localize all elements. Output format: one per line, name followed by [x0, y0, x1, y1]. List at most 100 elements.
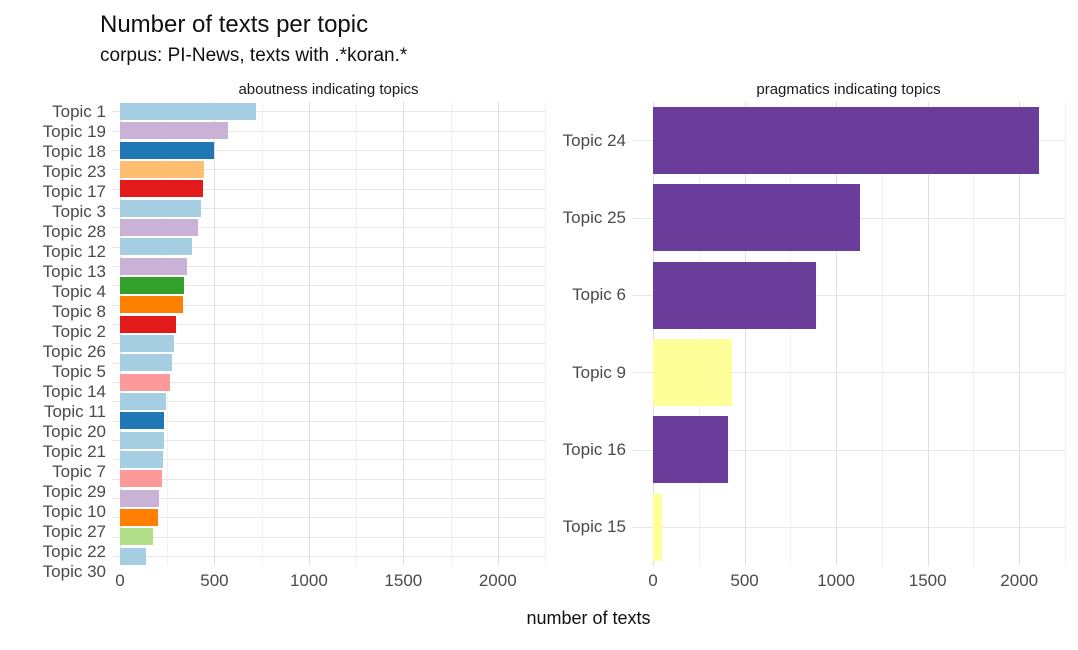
bar-row — [120, 411, 545, 430]
h-gridline — [112, 362, 545, 364]
h-gridline — [112, 304, 545, 306]
x-tick-label: 1000 — [289, 571, 328, 590]
bar-row — [120, 489, 545, 508]
h-gridline — [112, 265, 545, 267]
h-gridline — [112, 343, 545, 345]
h-gridline — [112, 401, 545, 403]
bar — [653, 416, 729, 484]
h-gridline — [632, 449, 1065, 451]
v-gridline — [1065, 102, 1066, 566]
category-label: Topic 5 — [52, 362, 106, 381]
h-gridline — [112, 188, 545, 190]
v-gridline — [120, 102, 121, 566]
v-gridline — [1019, 102, 1021, 566]
h-gridline — [112, 227, 545, 229]
h-gridline — [112, 381, 545, 383]
v-gridline — [261, 102, 263, 566]
bar-row — [120, 353, 545, 372]
x-tick-label: 500 — [730, 571, 759, 590]
h-gridline — [112, 478, 545, 480]
bar-row — [120, 199, 545, 218]
v-gridline — [308, 102, 310, 566]
bar — [653, 261, 816, 329]
chart-area: aboutness indicating topics Topic 1 Topic… — [0, 76, 1078, 592]
bar-row — [120, 179, 545, 198]
v-gridline — [927, 102, 929, 566]
bar — [120, 103, 256, 121]
bar-row — [120, 276, 545, 295]
h-gridline — [112, 246, 545, 248]
category-label: Topic 2 — [52, 322, 106, 341]
bar — [120, 141, 214, 159]
facet-pragmatics: pragmatics indicating topics Topic 24 Top… — [545, 76, 1066, 592]
h-gridline — [112, 536, 545, 538]
v-gridline — [790, 102, 792, 566]
facet-aboutness: aboutness indicating topics Topic 1 Topic… — [14, 76, 546, 592]
h-gridline — [112, 323, 545, 325]
bar-row — [120, 508, 545, 527]
plot-title: Number of texts per topic — [100, 11, 369, 38]
category-label: Topic 11 — [43, 402, 106, 421]
v-gridline — [881, 102, 883, 566]
bar-row — [120, 334, 545, 353]
v-gridline — [403, 102, 405, 566]
bar-row — [120, 102, 545, 121]
bar — [120, 315, 176, 333]
category-label: Topic 25 — [562, 207, 626, 227]
bar — [120, 528, 154, 546]
category-label: Topic 27 — [42, 522, 106, 541]
y-axis-labels: Topic 24 Topic 25 Topic 6 Topic 9 Topic 16 To… — [545, 102, 632, 566]
bar-row — [120, 237, 545, 256]
category-label: Topic 28 — [42, 222, 106, 241]
bar-row — [120, 141, 545, 160]
h-gridline — [112, 149, 545, 151]
bar — [120, 451, 164, 469]
bar — [653, 493, 663, 561]
bar-row — [120, 160, 545, 179]
category-label: Topic 7 — [52, 462, 106, 481]
x-tick-label: 1500 — [384, 571, 423, 590]
bar-row — [120, 431, 545, 450]
v-gridline — [744, 102, 746, 566]
v-gridline — [545, 102, 546, 566]
v-gridline — [973, 102, 975, 566]
h-gridline — [112, 497, 545, 499]
bar — [120, 470, 162, 488]
category-label: Topic 22 — [42, 542, 106, 561]
category-label: Topic 29 — [42, 482, 106, 501]
bar-row — [120, 527, 545, 546]
bar-row — [120, 469, 545, 488]
category-label: Topic 30 — [42, 562, 106, 581]
v-gridline — [836, 102, 838, 566]
category-label: Topic 16 — [562, 439, 626, 459]
bar — [120, 180, 204, 198]
category-label: Topic 1 — [52, 102, 106, 121]
category-label: Topic 23 — [42, 162, 106, 181]
bar — [653, 339, 732, 407]
category-label: Topic 12 — [42, 242, 106, 261]
category-label: Topic 10 — [42, 502, 106, 521]
h-gridline — [112, 111, 545, 113]
plot-subtitle: corpus: PI-News, texts with .*koran.* — [100, 45, 408, 66]
horizontal-gridlines — [112, 102, 545, 566]
v-gridline — [497, 102, 499, 566]
bar — [120, 354, 172, 372]
category-label: Topic 24 — [562, 130, 626, 150]
bar — [120, 296, 184, 314]
bar — [120, 335, 174, 353]
y-axis-labels: Topic 1 Topic 19 Topic 18 Topic 23 Topic 17 T… — [14, 102, 112, 581]
x-tick-label: 2000 — [1000, 571, 1039, 590]
facet-title-aboutness: aboutness indicating topics — [238, 80, 419, 98]
h-gridline — [632, 526, 1065, 528]
h-gridline — [112, 130, 545, 132]
bar-row — [120, 450, 545, 469]
category-label: Topic 26 — [42, 342, 106, 361]
category-label: Topic 6 — [572, 285, 626, 305]
bar-row — [653, 489, 1065, 566]
x-tick-label: 0 — [115, 571, 125, 590]
bar — [653, 107, 1040, 175]
bar — [120, 161, 205, 179]
v-gridline — [698, 102, 700, 566]
category-label: Topic 14 — [42, 382, 106, 401]
